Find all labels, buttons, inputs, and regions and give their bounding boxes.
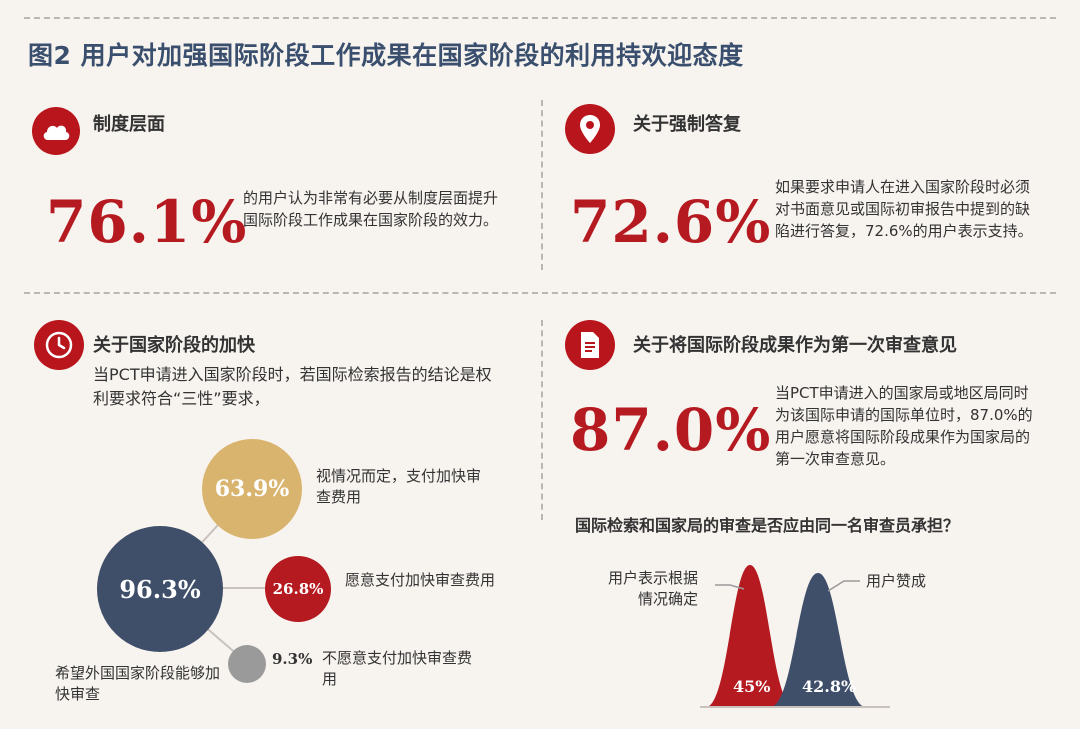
bubble-connector-lines xyxy=(159,487,296,663)
bubble-item-2-label: 26.8% xyxy=(272,580,324,598)
first-opinion-heading: 关于将国际阶段成果作为第一次审查意见 xyxy=(633,335,957,356)
distribution-chart xyxy=(700,565,890,708)
bubble-item-1-text: 视情况而定，支付加快审查费用 xyxy=(316,467,482,506)
same-examiner-question: 国际检索和国家局的审查是否应由同一名审查员承担？ xyxy=(575,516,960,535)
bubble-main: 96.3% xyxy=(97,526,223,652)
bubble-item-3 xyxy=(228,645,266,683)
series-1-value: 45% xyxy=(733,677,771,696)
series-2-name: 用户赞成 xyxy=(866,572,927,590)
middle-divider xyxy=(24,292,1056,294)
mandatory-reply-heading: 关于强制答复 xyxy=(633,114,741,135)
bubble-item-2: 26.8% xyxy=(265,556,331,622)
first-opinion-description: 当PCT申请进入的国家局或地区局同时为该国际申请的国际单位时，87.0%的用户愿… xyxy=(775,384,1033,468)
mandatory-reply-description: 如果要求申请人在进入国家阶段时必须对书面意见或国际初审报告中提到的缺陷进行答复，… xyxy=(775,178,1033,240)
series-2-value: 42.8% xyxy=(802,677,857,696)
bubble-main-label: 96.3% xyxy=(119,574,201,604)
institutional-description: 的用户认为非常有必要从制度层面提升国际阶段工作成果在国家阶段的效力。 xyxy=(243,189,499,229)
location-pin-icon xyxy=(565,104,615,154)
bubble-item-3-label: 9.3% xyxy=(272,650,313,668)
acceleration-intro: 当PCT申请进入国家阶段时，若国际检索报告的结论是权利要求符合“三性”要求， xyxy=(93,365,492,408)
bubble-item-1-label: 63.9% xyxy=(214,476,290,502)
bubble-item-3-text: 不愿意支付加快审查费用 xyxy=(322,649,473,688)
institutional-percent: 76.1% xyxy=(46,188,248,256)
first-opinion-percent: 87.0% xyxy=(570,396,772,464)
clock-icon xyxy=(34,320,84,370)
cloud-icon xyxy=(32,107,80,155)
distribution-series-1 xyxy=(706,565,794,707)
bubble-main-text: 希望外国国家阶段能够加快审查 xyxy=(55,664,221,703)
document-icon xyxy=(565,320,615,370)
bubble-item-1: 63.9% xyxy=(202,439,302,539)
bubble-item-2-text: 愿意支付加快审查费用 xyxy=(345,571,496,589)
institutional-heading: 制度层面 xyxy=(93,114,165,135)
top-vertical-divider xyxy=(541,100,543,270)
top-divider xyxy=(24,17,1056,19)
series-1-leader xyxy=(715,584,745,590)
acceleration-heading: 关于国家阶段的加快 xyxy=(93,335,255,356)
series-2-leader xyxy=(827,580,860,592)
distribution-series-2 xyxy=(770,573,866,707)
series-1-name: 用户表示根据情况确定 xyxy=(607,569,698,608)
bottom-vertical-divider xyxy=(541,320,543,520)
mandatory-reply-percent: 72.6% xyxy=(570,188,772,256)
page-title: 图2 用户对加强国际阶段工作成果在国家阶段的利用持欢迎态度 xyxy=(28,41,744,70)
